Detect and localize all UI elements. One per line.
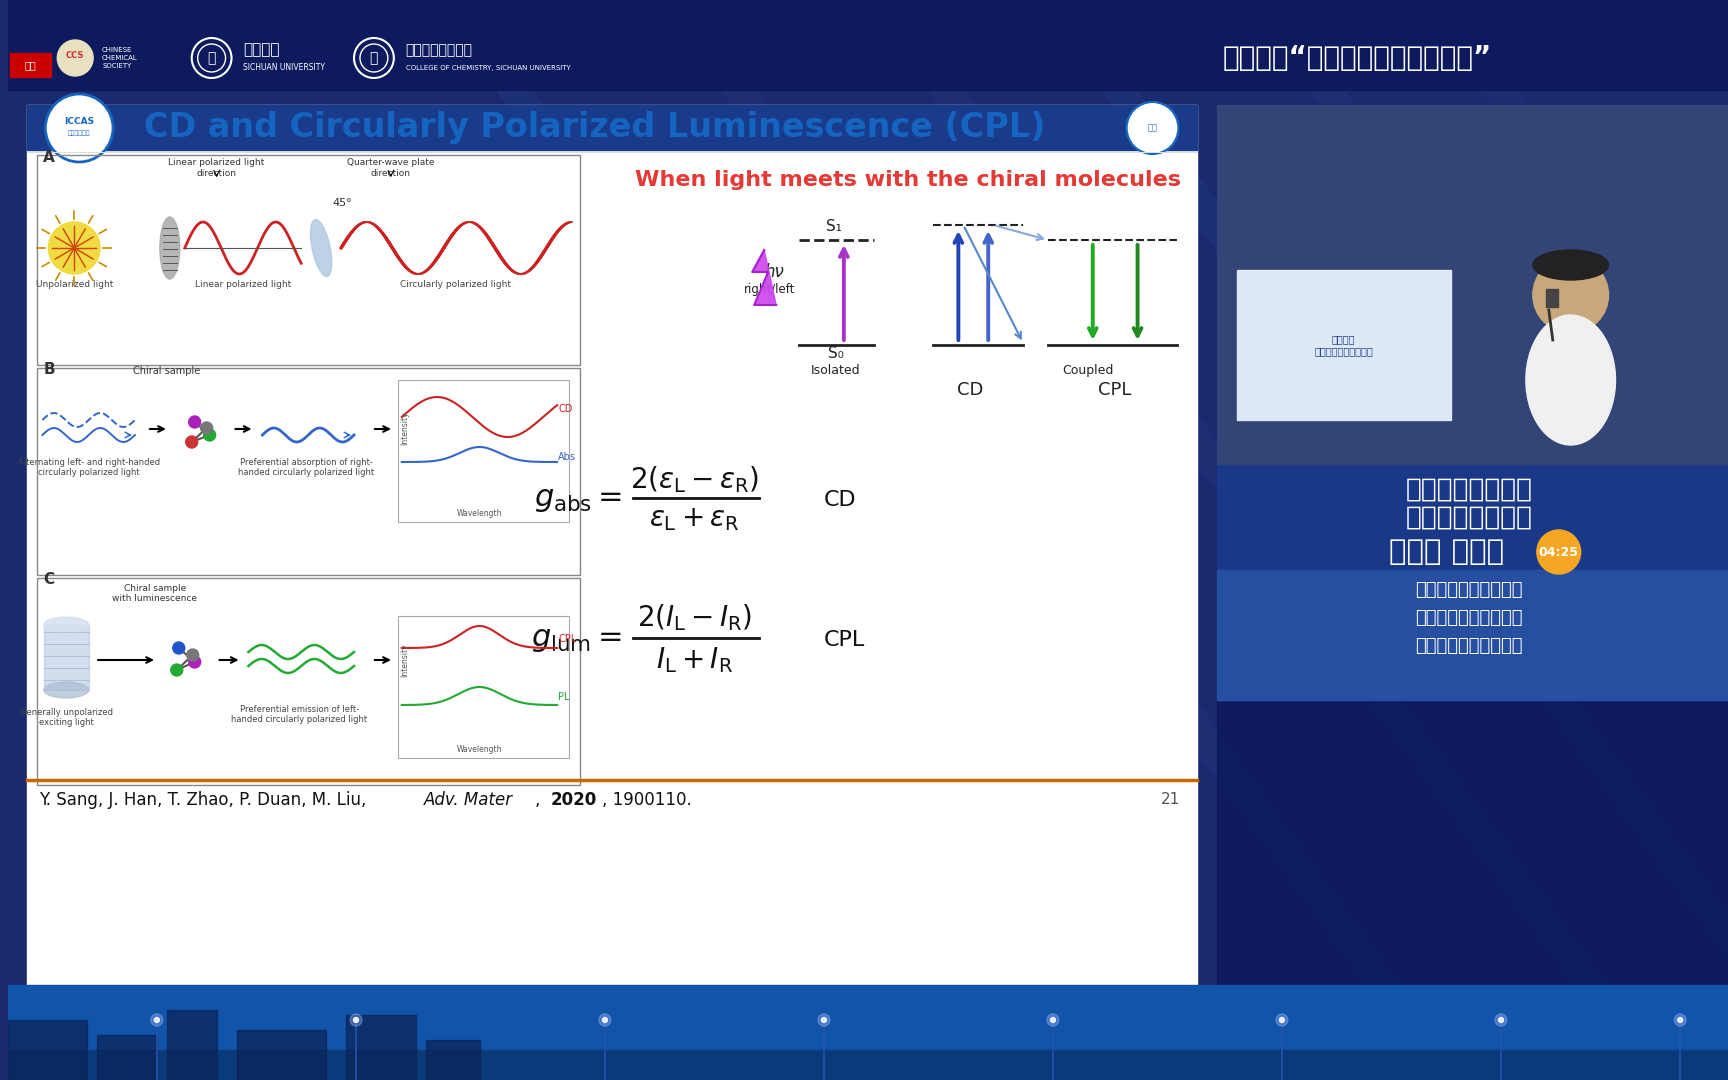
Polygon shape <box>657 0 1469 1080</box>
Text: Preferential absorption of right-
handed circularly polarized light: Preferential absorption of right- handed… <box>238 458 375 477</box>
Text: right/left: right/left <box>743 283 795 297</box>
Polygon shape <box>752 249 776 305</box>
Text: CD: CD <box>957 381 983 399</box>
Text: CPL: CPL <box>1097 381 1132 399</box>
Text: 2020: 2020 <box>550 791 596 809</box>
Text: Wavelength: Wavelength <box>456 509 503 518</box>
Text: 川: 川 <box>207 51 216 65</box>
Circle shape <box>187 649 199 661</box>
Text: 中国科学院化学研究所: 中国科学院化学研究所 <box>1415 637 1522 654</box>
Text: Y. Sang, J. Han, T. Zhao, P. Duan, M. Liu,: Y. Sang, J. Han, T. Zhao, P. Duan, M. Li… <box>40 791 372 809</box>
Bar <box>237 1030 327 1080</box>
Text: CPL: CPL <box>558 634 577 644</box>
Text: Isolated: Isolated <box>810 364 861 377</box>
Text: 研究: 研究 <box>1147 123 1158 133</box>
Bar <box>397 380 569 522</box>
Circle shape <box>1047 1014 1059 1026</box>
Text: SOCIETY: SOCIETY <box>102 63 131 69</box>
Bar <box>38 156 581 365</box>
Text: 化: 化 <box>370 51 378 65</box>
Text: 四川大學: 四川大學 <box>244 42 280 57</box>
Ellipse shape <box>1526 315 1616 445</box>
Ellipse shape <box>311 219 332 276</box>
Text: CD: CD <box>558 404 572 414</box>
Circle shape <box>45 94 112 162</box>
Text: $g_\mathregular{lum}=$: $g_\mathregular{lum}=$ <box>530 625 622 654</box>
Text: S₁: S₁ <box>826 219 842 234</box>
Text: Intensity: Intensity <box>399 411 410 445</box>
Circle shape <box>1498 1017 1503 1023</box>
Text: 21: 21 <box>1161 793 1180 808</box>
Circle shape <box>1533 257 1609 333</box>
Circle shape <box>171 664 183 676</box>
Bar <box>425 1040 480 1080</box>
Polygon shape <box>432 0 1244 1080</box>
Text: S₀: S₀ <box>828 346 843 361</box>
Text: Adv. Mater: Adv. Mater <box>423 791 513 809</box>
Text: 中科院化学所: 中科院化学所 <box>67 131 90 136</box>
Text: Alternating left- and right-handed
circularly polarized light: Alternating left- and right-handed circu… <box>17 458 161 477</box>
Circle shape <box>1279 1017 1284 1023</box>
Text: , 1900110.: , 1900110. <box>601 791 691 809</box>
Circle shape <box>351 1014 361 1026</box>
Text: 手性超分子体系的: 手性超分子体系的 <box>1405 477 1533 503</box>
Bar <box>7 1050 1728 1080</box>
Ellipse shape <box>161 217 180 279</box>
Text: Quarter-wave plate
direction: Quarter-wave plate direction <box>347 158 434 178</box>
Text: Chiral sample: Chiral sample <box>133 366 200 376</box>
Bar <box>1217 465 1728 700</box>
Text: Intensity: Intensity <box>399 644 410 677</box>
Text: Unpolarized light: Unpolarized light <box>36 280 112 289</box>
Bar <box>38 368 581 575</box>
Bar <box>168 1010 216 1080</box>
Text: PL: PL <box>558 692 570 702</box>
Text: 四川大學化學學院: 四川大學化學學院 <box>406 43 473 57</box>
Text: Coupled: Coupled <box>1063 364 1113 377</box>
Text: $g_\mathregular{abs}=$: $g_\mathregular{abs}=$ <box>534 486 622 514</box>
Text: 第十一屆“手性物质科学暑期学校”: 第十一屆“手性物质科学暑期学校” <box>1222 44 1491 72</box>
Text: $2(\varepsilon_\mathregular{L}-\varepsilon_\mathregular{R})$: $2(\varepsilon_\mathregular{L}-\varepsil… <box>631 464 759 496</box>
Text: Linear polarized light: Linear polarized light <box>195 280 292 289</box>
Text: CCS: CCS <box>66 51 85 59</box>
Circle shape <box>150 1014 162 1026</box>
Circle shape <box>1678 1017 1683 1023</box>
Bar <box>1237 270 1452 420</box>
Circle shape <box>600 1014 612 1026</box>
Circle shape <box>1536 530 1581 573</box>
Bar <box>397 616 569 758</box>
Text: 构筑与圆偏振发光: 构筑与圆偏振发光 <box>1405 505 1533 531</box>
Text: Wavelength: Wavelength <box>456 745 503 754</box>
Bar <box>7 1020 86 1080</box>
Text: CD: CD <box>824 490 857 510</box>
Bar <box>1217 105 1728 465</box>
Text: CHEMICAL: CHEMICAL <box>102 55 138 60</box>
Circle shape <box>821 1017 826 1023</box>
Text: CHINESE: CHINESE <box>102 48 133 53</box>
Circle shape <box>817 1014 829 1026</box>
Bar <box>1217 105 1728 985</box>
Circle shape <box>188 416 200 428</box>
Bar <box>45 625 90 690</box>
Text: B: B <box>43 362 55 377</box>
Bar <box>1217 570 1728 700</box>
Text: ,: , <box>536 791 546 809</box>
Circle shape <box>173 642 185 654</box>
Bar <box>346 1015 416 1080</box>
Text: $\varepsilon_\mathregular{L}+\varepsilon_\mathregular{R}$: $\varepsilon_\mathregular{L}+\varepsilon… <box>650 505 740 534</box>
Text: 04:25: 04:25 <box>1538 545 1579 558</box>
Bar <box>28 105 1198 985</box>
Text: Chiral sample
with luminescence: Chiral sample with luminescence <box>112 584 197 604</box>
Text: 第十一屆
手性物质科学暑期学校: 第十一屆 手性物质科学暑期学校 <box>1315 334 1374 356</box>
Text: Linear polarized light
direction: Linear polarized light direction <box>168 158 264 178</box>
Circle shape <box>48 222 100 274</box>
Bar <box>397 616 569 758</box>
Text: A: A <box>43 150 55 165</box>
Bar <box>397 380 569 522</box>
Bar <box>7 985 1728 1080</box>
Bar <box>9 53 52 77</box>
Text: When light meets with the chiral molecules: When light meets with the chiral molecul… <box>634 170 1180 190</box>
Circle shape <box>154 1017 159 1023</box>
Circle shape <box>1127 102 1178 154</box>
Bar <box>28 105 1198 150</box>
